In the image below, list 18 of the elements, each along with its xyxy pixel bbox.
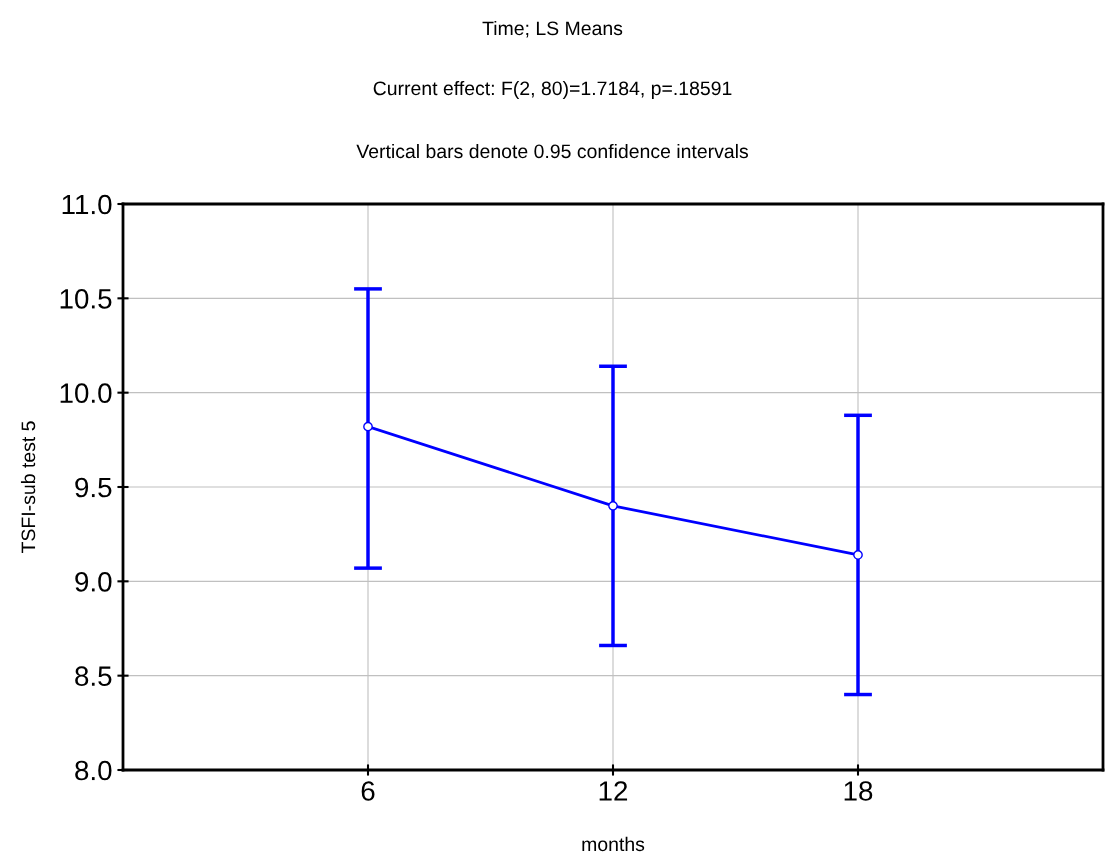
y-tick-label: 9.0 [75,572,112,592]
y-tick-label: 11.0 [62,194,112,215]
y-tick-label: 8.0 [75,760,112,781]
x-tick-label: 12 [599,781,628,801]
point [853,550,863,560]
x-tick-label: 18 [844,781,873,801]
y-tick-label: 10.5 [60,289,112,309]
chart-subtitle: Current effect: F(2, 80)=1.7184, p=.18591 [373,80,732,100]
chart-title: Time; LS Means [482,20,623,38]
text: Vertical bars denote 0.95 confidence intervals [356,143,748,159]
y-tick-label: 8.5 [75,666,112,687]
y-tick-label: 9.5 [75,477,112,498]
x-tick-label: 6 [361,781,375,801]
point [363,421,373,432]
point [608,501,618,511]
x-axis-title: months [582,836,645,852]
y-tick-label: 10.0 [60,383,112,404]
y-axis-title: TSFI-sub test 5 [20,421,36,554]
